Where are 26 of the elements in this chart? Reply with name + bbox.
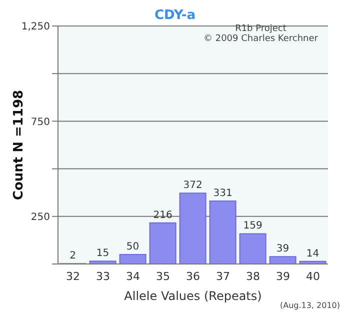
x-tick-label: 33 bbox=[96, 270, 110, 283]
x-tick-label: 34 bbox=[126, 270, 140, 283]
annotation: R1b Project bbox=[234, 24, 288, 34]
y-tick-label: 250 bbox=[30, 212, 50, 223]
x-tick-label: 35 bbox=[156, 270, 170, 283]
text: (Aug.13, 2010) bbox=[280, 301, 340, 310]
y-axis-title: Count N =1198 bbox=[12, 90, 27, 200]
data-label: 331 bbox=[213, 188, 232, 199]
chart-title: CDY-a bbox=[153, 8, 197, 23]
x-axis-title: Allele Values (Repeats) bbox=[124, 289, 262, 303]
x-tick-label: 38 bbox=[246, 270, 260, 283]
x-tick-label: 37 bbox=[216, 270, 230, 283]
annotation: © 2009 Charles Kerchner bbox=[203, 34, 318, 44]
text: 1,250 bbox=[21, 22, 50, 33]
x-tick-label: 32 bbox=[66, 270, 80, 283]
y-tick-label: 750 bbox=[30, 116, 50, 128]
data-label: 159 bbox=[243, 220, 262, 232]
data-label: 372 bbox=[183, 180, 202, 192]
x-tick-label: 40 bbox=[306, 270, 320, 283]
data-label: 14 bbox=[306, 248, 320, 260]
data-label: 2 bbox=[70, 250, 76, 262]
data-label: 50 bbox=[126, 241, 140, 252]
x-tick-label: 39 bbox=[276, 270, 290, 283]
data-label: 39 bbox=[276, 244, 290, 255]
x-tick-label: 36 bbox=[186, 270, 200, 283]
data-label: 15 bbox=[96, 248, 110, 260]
